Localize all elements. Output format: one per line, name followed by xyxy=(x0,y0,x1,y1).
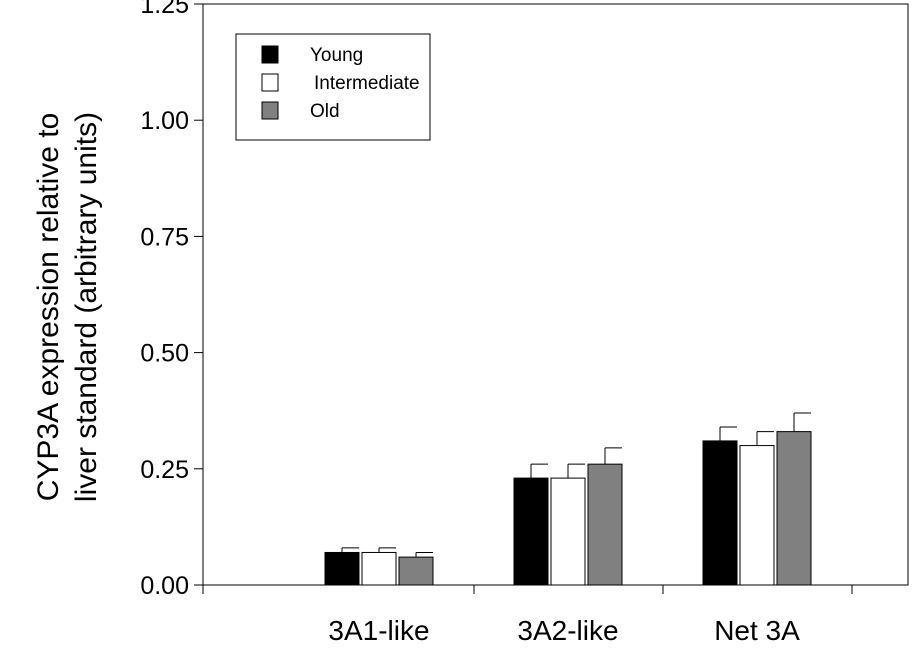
legend-label: Old xyxy=(310,101,340,122)
x-category-label: 3A2-like xyxy=(517,615,618,646)
bar xyxy=(739,445,775,586)
legend-swatch xyxy=(261,73,279,92)
y-tick-label: 0.00 xyxy=(140,572,189,600)
legend: Young Intermediate Old xyxy=(235,33,431,141)
bar xyxy=(361,551,397,586)
y-tick-label: 1.00 xyxy=(140,107,189,135)
legend-label: Young xyxy=(310,45,363,66)
bar xyxy=(702,440,738,586)
y-axis-title-line1: CYP3A expression relative to xyxy=(32,113,65,502)
x-category-label: 3A1-like xyxy=(328,615,429,646)
legend-swatch xyxy=(261,45,279,64)
bar xyxy=(587,463,623,586)
bar xyxy=(550,477,586,586)
bar xyxy=(324,551,360,586)
y-tick-label: 0.50 xyxy=(140,340,189,368)
y-tick-label: 1.25 xyxy=(140,0,189,19)
plot-area: 0.00 0.25 0.50 0.75 1.00 1.25 3A1-like 3A2-like… xyxy=(140,0,909,646)
legend-swatch xyxy=(261,101,279,120)
legend-label: Intermediate xyxy=(314,73,420,94)
y-axis-title-line2: liver standard (arbitrary units) xyxy=(70,112,103,502)
bar xyxy=(398,556,434,586)
bar xyxy=(513,477,549,586)
bar xyxy=(776,431,812,586)
x-category-label: Net 3A xyxy=(714,615,800,646)
y-tick-label: 0.75 xyxy=(140,223,189,251)
y-tick-label: 0.25 xyxy=(140,456,189,484)
